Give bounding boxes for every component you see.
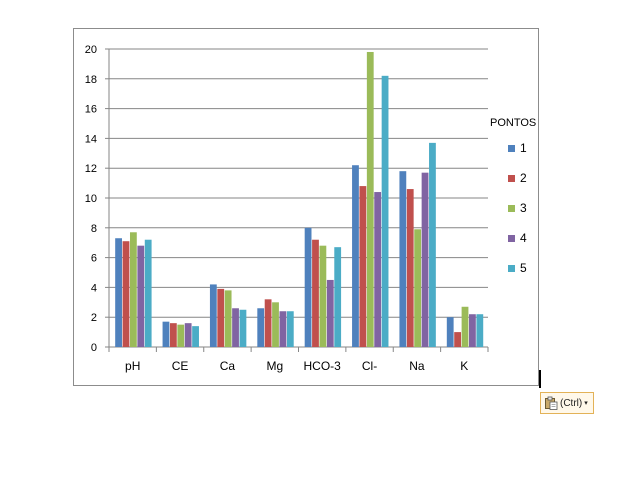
bar [217,288,225,347]
bar [177,324,185,347]
bar [461,306,469,347]
y-tick-label: 16 [85,104,97,116]
bar [286,311,294,347]
bar [429,142,436,347]
bar [381,75,389,347]
bar [374,192,382,347]
bar [334,247,342,347]
legend-swatch [508,265,515,272]
y-tick-label: 12 [85,163,97,175]
bar [352,165,359,347]
legend-label: 4 [520,231,527,245]
x-tick-label: Na [409,359,425,373]
bar [406,189,414,347]
x-tick-label: K [460,359,468,373]
bar [319,245,327,347]
bar [184,323,192,347]
bar [304,227,312,347]
y-tick-label: 0 [91,342,97,354]
legend-swatch [508,235,515,242]
bar [359,186,367,347]
y-tick-label: 2 [91,312,97,324]
bar [257,308,265,347]
bar [162,321,170,347]
clipboard-icon [545,396,558,410]
legend-swatch [508,145,515,152]
bar [137,245,145,347]
x-tick-label: CE [172,359,189,373]
x-tick-label: Cl- [362,359,377,373]
x-tick-label: Ca [220,359,236,373]
bar [209,284,217,347]
bar [272,302,279,347]
bar [239,309,247,347]
y-tick-label: 20 [85,44,97,56]
legend-label: 3 [520,201,527,215]
y-tick-label: 14 [85,133,97,145]
bar [122,241,130,347]
bar [414,229,422,347]
paste-options-label: (Ctrl) [560,397,583,409]
x-tick-label: HCO-3 [304,359,342,373]
legend-title: PONTOS [490,117,536,129]
y-tick-label: 6 [91,253,97,265]
bar [469,314,476,347]
bar [115,238,122,347]
x-tick-label: pH [125,359,140,373]
bar [232,308,239,347]
x-tick-label: Mg [266,359,283,373]
paste-options-button[interactable]: (Ctrl) ▾ [540,392,594,414]
legend-label: 2 [520,171,527,185]
bar [169,323,177,347]
y-tick-label: 8 [91,223,97,235]
y-tick-label: 4 [91,282,97,294]
text-cursor [539,370,541,388]
bar [192,326,199,347]
bar [366,51,374,347]
chart-object[interactable]: 0 2 4 6 8 10 12 14 16 18 20 pH CE Ca Mg HCO-3 Cl- Na K PONT… [73,28,539,386]
bar [224,290,232,347]
legend-swatch [508,175,515,182]
bar [312,239,319,347]
legend-label: 1 [520,141,527,155]
bar [446,317,454,347]
bar [279,311,287,347]
bar [326,279,334,347]
bar [264,299,272,347]
bar [421,172,429,347]
legend-swatch [508,205,515,212]
bar [476,314,484,347]
bar [399,171,407,347]
legend-label: 5 [520,261,527,275]
bar [129,232,137,347]
bar [144,239,152,347]
y-tick-label: 10 [85,193,97,205]
y-tick-label: 18 [85,74,97,86]
bar [454,332,462,347]
chevron-down-icon: ▾ [584,400,588,407]
